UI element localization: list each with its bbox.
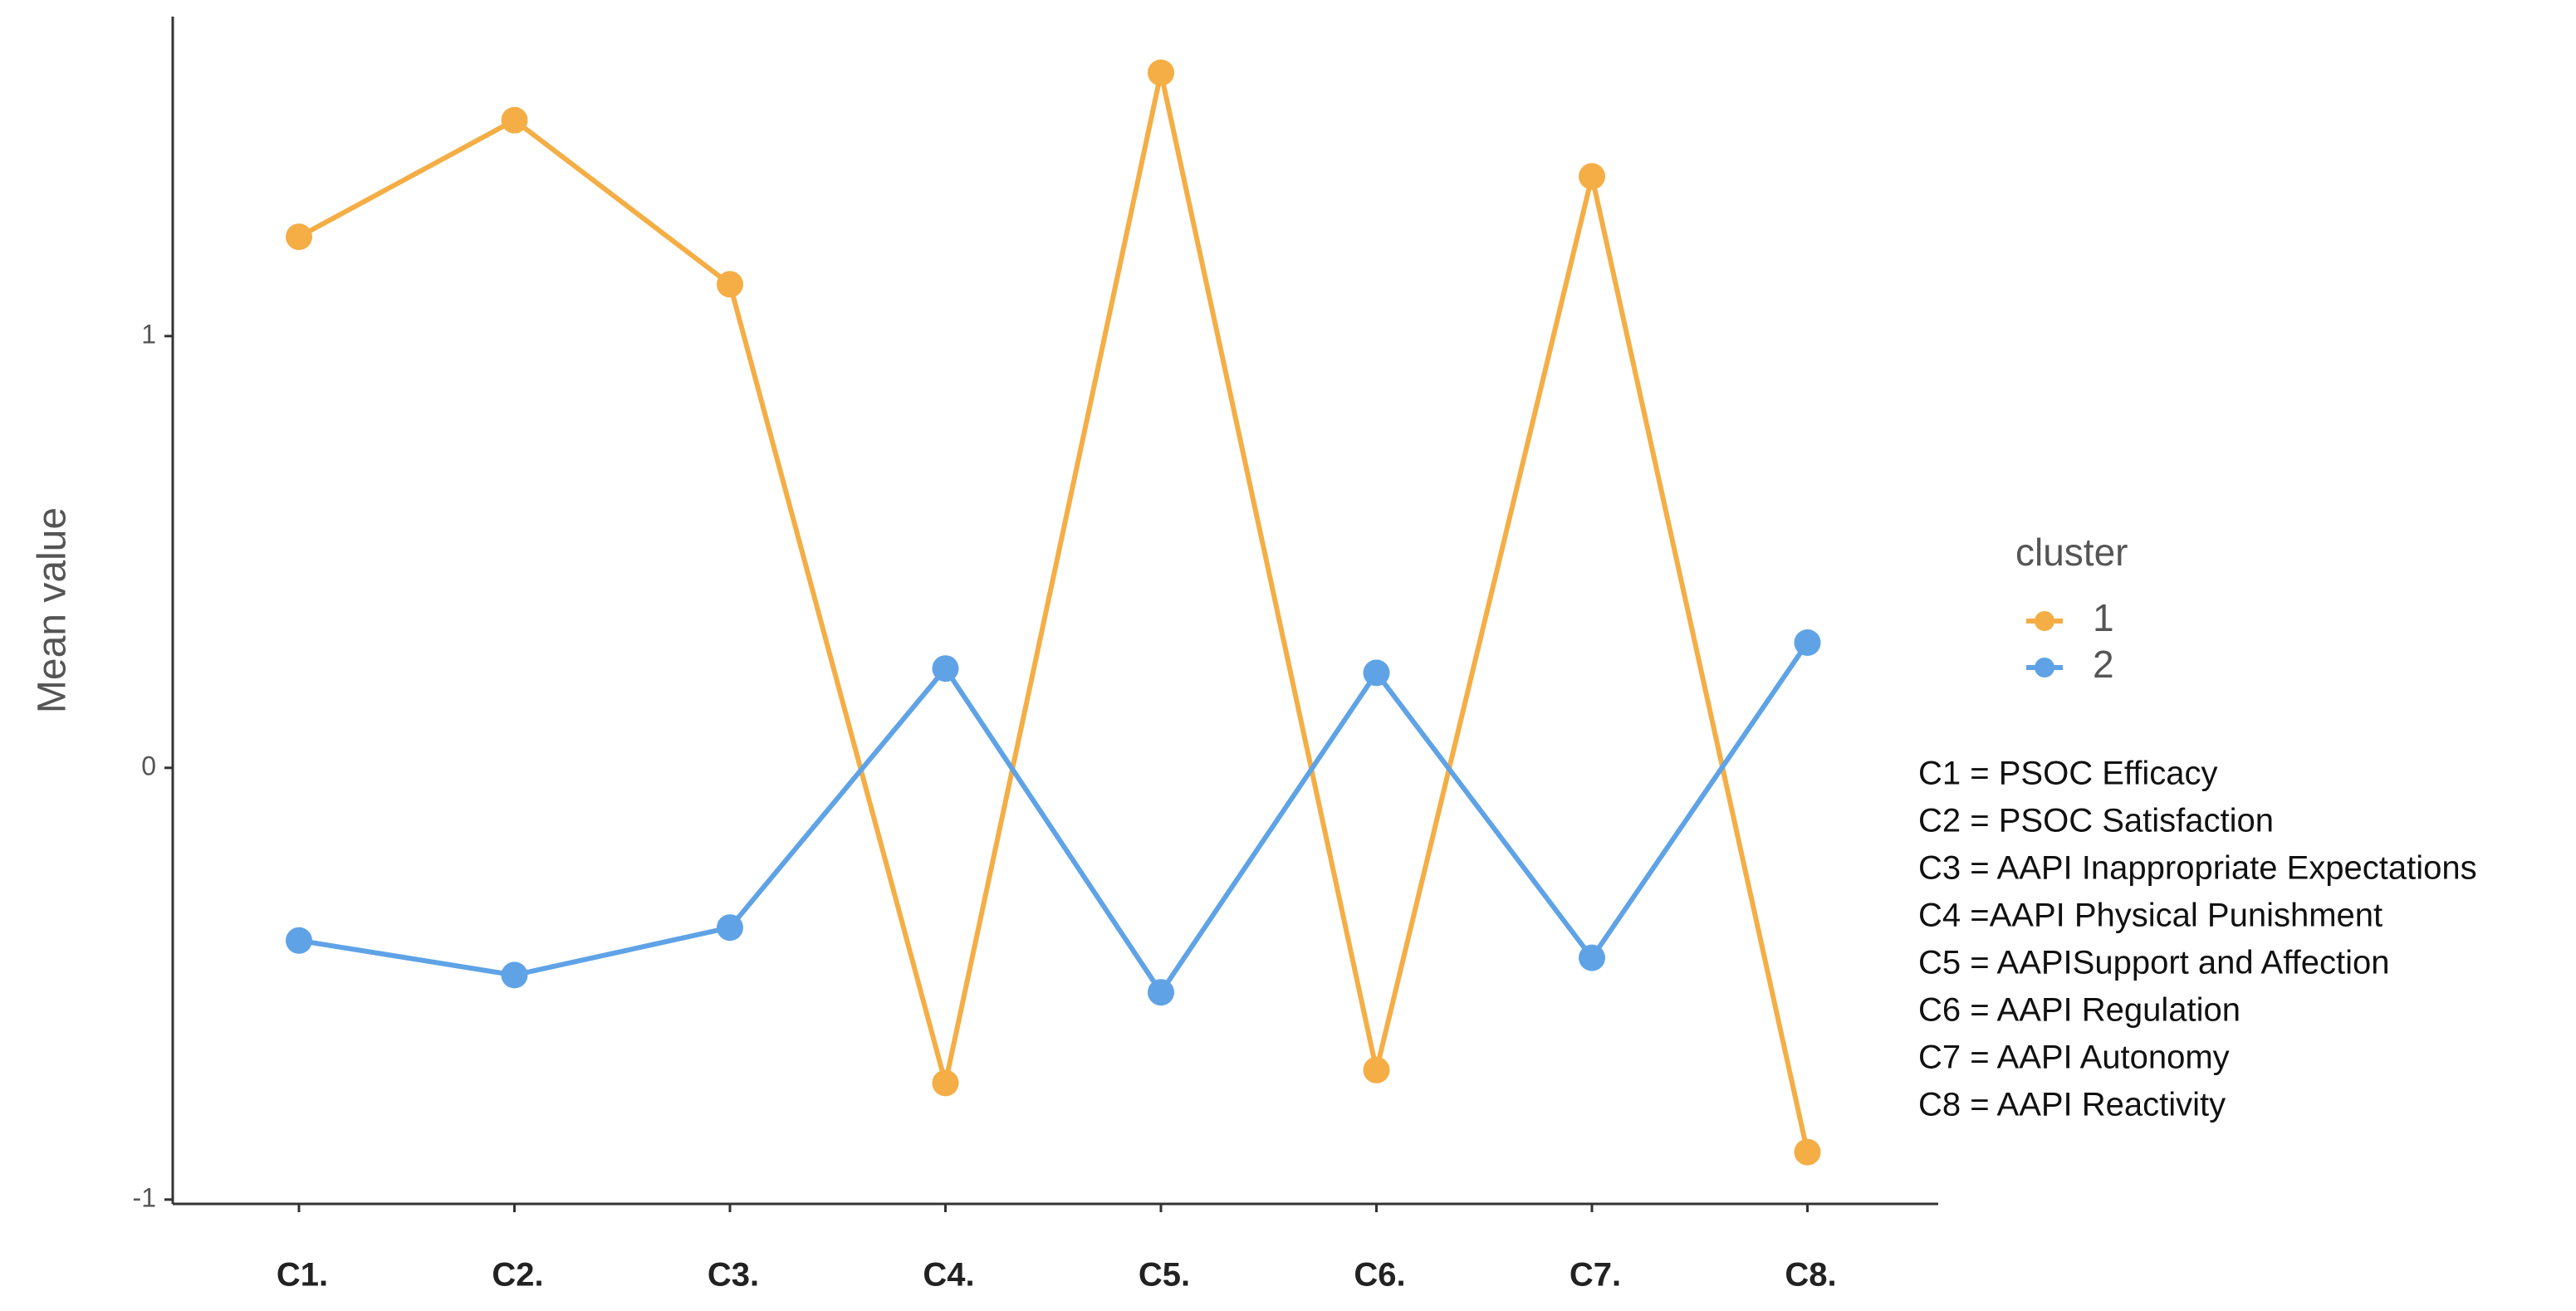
y-tick-label: -1 xyxy=(133,1182,156,1212)
point xyxy=(1794,629,1821,656)
x-tick-label: C4. xyxy=(923,1257,974,1294)
point xyxy=(1363,659,1390,687)
y-tick-label: 1 xyxy=(141,319,156,349)
x-tick-label: C2. xyxy=(492,1257,543,1294)
y-axis-label: Mean value xyxy=(31,507,75,713)
legend-label: 1 xyxy=(2093,596,2114,639)
point xyxy=(286,223,312,251)
x-tick-label: C7. xyxy=(1570,1257,1621,1294)
legend-title: cluster xyxy=(2015,531,2128,574)
note: C4 =AAPI Physical Punishment xyxy=(1918,898,2383,934)
note: C3 = AAPI Inappropriate Expectations xyxy=(1918,850,2477,887)
legend-label: 2 xyxy=(2093,643,2114,686)
note: C8 = AAPI Reactivity xyxy=(1918,1087,2226,1123)
x-tick-label: C1. xyxy=(277,1257,328,1294)
point xyxy=(1363,1056,1390,1084)
point xyxy=(932,1069,959,1097)
point xyxy=(1148,59,1174,86)
x-tick-label: C3. xyxy=(708,1257,759,1294)
point xyxy=(1579,944,1605,971)
point xyxy=(1148,979,1174,1006)
series-line xyxy=(298,641,1810,997)
point xyxy=(717,271,743,298)
y-tick-label: 0 xyxy=(141,751,156,780)
point xyxy=(501,961,528,989)
x-tick-label: C8. xyxy=(1785,1257,1836,1294)
legend-marker xyxy=(2035,658,2054,678)
point xyxy=(501,106,528,134)
note: C1 = PSOC Efficacy xyxy=(1918,756,2218,792)
note: C7 = AAPI Autonomy xyxy=(1918,1040,2230,1076)
series-line xyxy=(297,71,1810,1153)
point xyxy=(1579,163,1605,190)
point xyxy=(932,655,959,682)
note: C6 = AAPI Regulation xyxy=(1918,992,2241,1029)
point xyxy=(1794,1138,1821,1166)
note: C2 = PSOC Satisfaction xyxy=(1918,803,2274,839)
x-tick-label: C5. xyxy=(1139,1257,1190,1294)
point xyxy=(286,927,312,954)
legend-marker xyxy=(2035,611,2054,631)
note: C5 = AAPISupport and Affection xyxy=(1918,945,2389,981)
point xyxy=(717,914,743,942)
x-tick-label: C6. xyxy=(1354,1257,1405,1294)
